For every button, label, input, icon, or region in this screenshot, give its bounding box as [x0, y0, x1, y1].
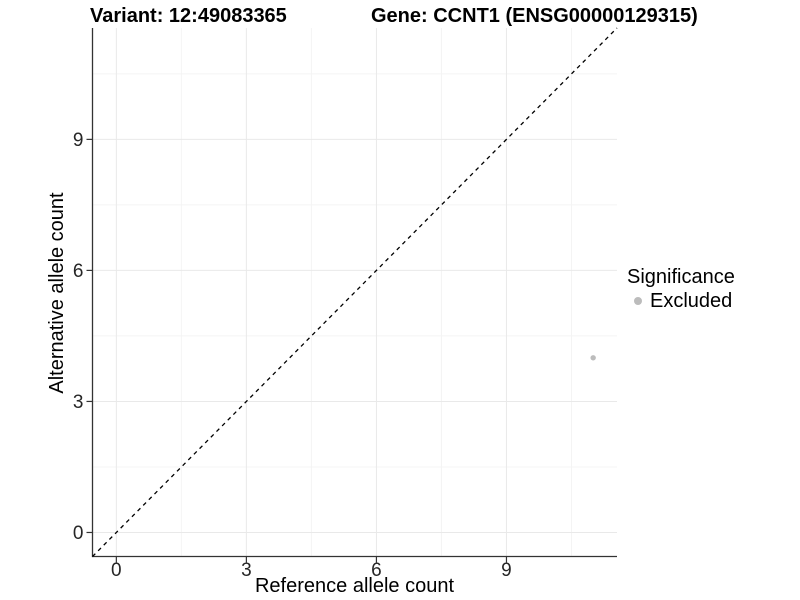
x-axis-title: Reference allele count [254, 575, 454, 597]
legend-item-excluded: Excluded [627, 289, 735, 313]
legend: Significance Excluded [627, 266, 735, 313]
identity-line [92, 27, 618, 557]
excluded-point-swatch-icon [634, 297, 642, 305]
gene-title: Gene: CCNT1 (ENSG00000129315) [371, 5, 698, 27]
y-tick-label: 9 [73, 130, 84, 151]
x-tick-label: 9 [501, 560, 512, 581]
y-tick-label: 3 [73, 392, 84, 413]
y-axis-title: Alternative allele count [46, 192, 68, 394]
legend-item-label: Excluded [650, 289, 733, 312]
x-tick-label: 3 [241, 560, 252, 581]
x-tick-label: 0 [111, 560, 122, 581]
y-tick-label: 0 [73, 523, 84, 544]
x-tick-label: 6 [371, 560, 382, 581]
legend-title: Significance [627, 266, 735, 288]
variant-title: Variant: 12:49083365 [90, 5, 287, 27]
data-point [590, 355, 596, 361]
y-tick-label: 6 [73, 261, 84, 282]
